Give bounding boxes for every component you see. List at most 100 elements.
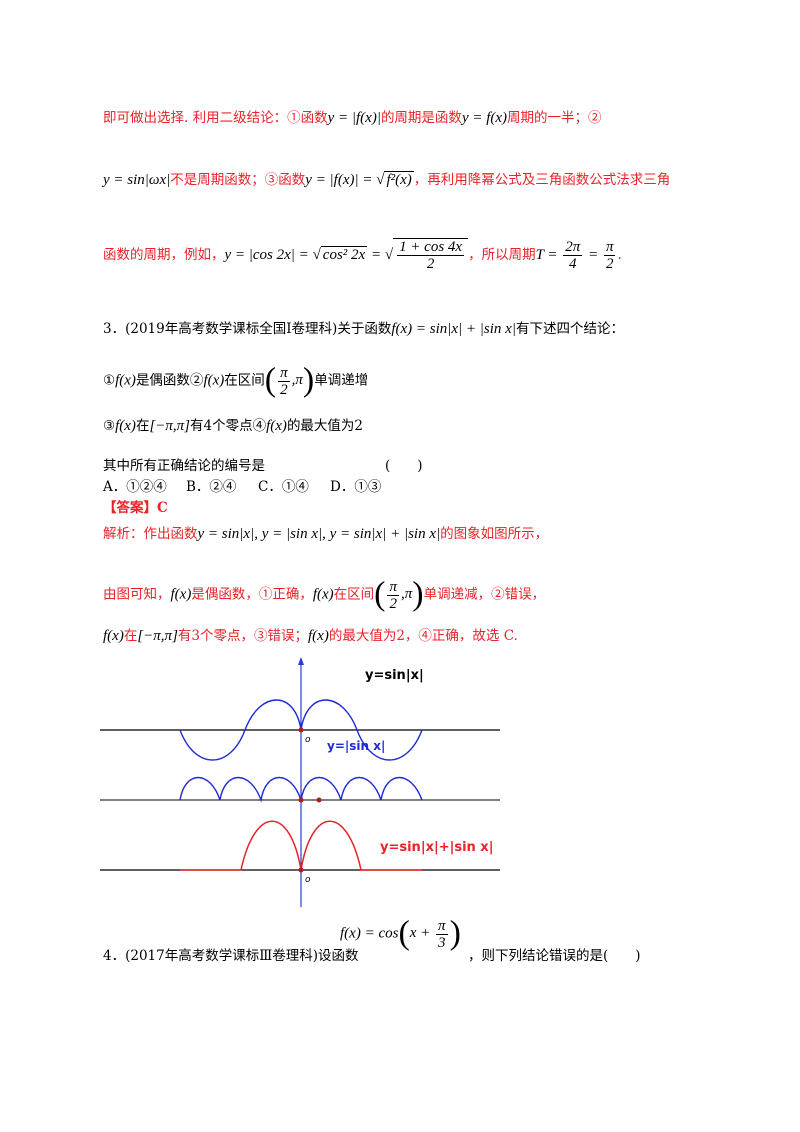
para3-eq2: =: [584, 246, 602, 263]
analysis-l3-fx1: f(x): [103, 628, 124, 644]
para1-math-a: y = |f(x)|: [327, 110, 381, 126]
q3-option-c[interactable]: C．①④: [258, 479, 309, 495]
q3-source: (2019年高考数学课标全国Ⅰ卷理科): [125, 321, 338, 337]
analysis-l2-c: 在区间: [333, 586, 375, 603]
analysis-l2-fx1: f(x): [170, 586, 192, 603]
q3-claims-line2: ③f(x)在[−π,π]有4个零点④f(x)的最大值为2: [103, 414, 363, 435]
q3-c1-text: 是偶函数②: [135, 372, 204, 389]
q3-option-d[interactable]: D．①③: [330, 479, 382, 495]
q3-c1-prefix: ①: [103, 372, 116, 389]
analysis-l3-fx2: f(x): [308, 628, 329, 644]
q3-c3-prefix: ③: [103, 418, 116, 434]
para3-sqrt1: cos² 2x: [320, 245, 368, 263]
para3-line: 函数的周期，例如，y = |cos 2x| = √ cos² 2x = √ 1 + …: [103, 238, 622, 272]
analysis-line2: 由图可知，f(x)是偶函数，①正确，f(x)在区间(π 2 ,π)单调递减，②错误，: [103, 576, 546, 613]
q3-option-a[interactable]: A．①②④: [103, 479, 167, 495]
para1-text-c: 周期的一半；②: [507, 110, 602, 126]
q3-c3-interval: [−π,π]: [149, 418, 191, 434]
para1-line: 即可做出选择. 利用二级结论：①函数y = |f(x)|的周期是函数y = f(…: [103, 106, 602, 127]
para3-T: T =: [535, 246, 562, 263]
origin-label-top: o: [305, 735, 311, 745]
q4-text-a: 设函数: [318, 948, 359, 964]
analysis-line3: f(x)在[−π,π]有3个零点，③错误；f(x)的最大值为2，④正确，故选 C…: [103, 624, 518, 645]
answer-value: C: [157, 500, 168, 516]
origin-dot-mid: [298, 797, 304, 803]
q4-den: 3: [438, 934, 446, 951]
q4-formula: f(x) = cos(x + π 3): [340, 915, 461, 952]
q4-math-left: f(x) = cos: [340, 925, 399, 942]
para3-t-den: 4: [569, 255, 577, 272]
q3-c4-tail: 的最大值为2: [286, 418, 364, 434]
origin-label-bottom: o: [305, 875, 311, 885]
q3-c2-fx: f(x): [203, 372, 225, 389]
q4-math-x: x +: [409, 925, 435, 942]
para2-text-a: 不是周期函数；③函数: [170, 172, 306, 188]
origin-dot-bottom: [298, 867, 304, 873]
q3-c3-fx: f(x): [115, 418, 136, 434]
para3-text-a: 函数的周期，例如，: [103, 246, 225, 263]
q3-c3-tail: 有4个零点④: [190, 418, 267, 434]
para3-t-num: 2π: [563, 238, 583, 256]
analysis-l2-den: 2: [389, 595, 397, 612]
q4-text-b: ，则下列结论错误的是( ): [468, 948, 641, 964]
para3-eq: =: [367, 246, 385, 263]
analysis-l2-num: π: [387, 578, 399, 596]
analysis-l2-pi: ,π: [401, 586, 413, 603]
q3-text-b: 有下述四个结论：: [515, 321, 624, 337]
analysis-l3-a: 在: [123, 628, 138, 644]
analysis-math-a: y = sin|x|, y = |sin x|, y = sin|x| + |s…: [197, 526, 441, 542]
q3-c2-pi: ,π: [291, 372, 303, 389]
para1-math-b: y = f(x): [461, 110, 508, 126]
y-axis-arrow-icon: [298, 657, 304, 665]
analysis-text-b: 的图象如图所示，: [440, 526, 549, 542]
q3-claims-line1: ①f(x)是偶函数②f(x)在区间(π 2 ,π)单调递增: [103, 362, 369, 399]
para3-p-num: π: [603, 238, 616, 256]
function-graph: o y=sin|x| y=|sin x| o y=sin|x|+|sin x|: [100, 657, 500, 907]
para3-math-a: y = |cos 2x| =: [224, 246, 313, 263]
analysis-l3-interval: [−π,π]: [137, 628, 178, 644]
para2-math-sqrt: f²(x): [384, 171, 414, 188]
q4-line: 4．(2017年高考数学课标Ⅲ卷理科)设函数: [103, 944, 359, 964]
q4-number: 4．: [103, 948, 126, 964]
q4-source: (2017年高考数学课标Ⅲ卷理科): [125, 948, 319, 964]
para2-line: y = sin|ωx|不是周期函数；③函数y = |f(x)| = √ f²(x)…: [103, 171, 671, 188]
q3-c2-den: 2: [280, 381, 288, 398]
q3-c3-text: 在: [135, 418, 150, 434]
origin-dot-top: [298, 727, 304, 733]
para3-p-den: 2: [605, 255, 614, 272]
analysis-l3-c: 的最大值为2，④正确，故选 C.: [328, 628, 518, 644]
q3-c2-text: 在区间: [224, 372, 265, 389]
label-mid: y=|sin x|: [327, 739, 385, 753]
q3-paren: ( ): [385, 458, 423, 474]
analysis-l2-a: 由图可知，: [103, 586, 171, 603]
q3-option-b[interactable]: B．②④: [186, 479, 237, 495]
q3-answer: 【答案】C: [103, 496, 168, 516]
label-bottom: y=sin|x|+|sin x|: [380, 840, 493, 855]
para3-text-b: ，所以周期: [468, 246, 536, 263]
para2-text-b: ，再利用降幂公式及三角函数公式法求三角: [413, 172, 671, 188]
q3-title-line: 3．(2019年高考数学课标全国Ⅰ卷理科)关于函数f(x) = sin|x| +…: [103, 317, 624, 338]
q4-tail: ，则下列结论错误的是( ): [468, 944, 641, 964]
answer-label: 【答案】: [103, 500, 157, 516]
q3-c2-tail: 单调递增: [314, 372, 369, 389]
para3-frac-num: 1 + cos 4x: [397, 239, 465, 256]
q3-prompt: 其中所有正确结论的编号是: [103, 458, 265, 474]
q3-text-a: 关于函数: [337, 321, 392, 337]
q3-options: A．①②④ B．②④ C．①④ D．①③: [103, 475, 381, 495]
para3-end: .: [617, 246, 622, 263]
para1-text-a: 即可做出选择. 利用二级结论：①函数: [103, 110, 328, 126]
label-top: y=sin|x|: [365, 668, 424, 683]
para2-math-a: y = sin|ωx|: [103, 172, 171, 188]
analysis-l2-d: 单调递减，②错误，: [423, 586, 546, 603]
q3-math: f(x) = sin|x| + |sin x|: [391, 321, 516, 337]
para1-text-b: 的周期是函数: [380, 110, 462, 126]
q3-c4-fx: f(x): [266, 418, 287, 434]
q3-c2-num: π: [278, 364, 290, 382]
q3-c1-fx: f(x): [115, 372, 136, 389]
q3-prompt-line: 其中所有正确结论的编号是 ( ): [103, 454, 423, 474]
para3-frac-den: 2: [426, 256, 435, 272]
analysis-line1: 解析：作出函数y = sin|x|, y = |sin x|, y = sin|…: [103, 522, 548, 543]
point-mid-right: [316, 797, 322, 803]
analysis-l2-fx2: f(x): [312, 586, 334, 603]
para2-math-b-left: y = |f(x)| =: [305, 172, 377, 188]
